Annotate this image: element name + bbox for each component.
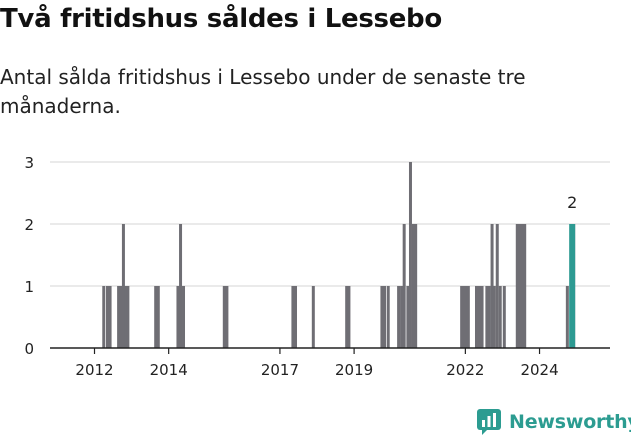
bar [102, 286, 106, 348]
bar [414, 224, 418, 348]
bar [397, 286, 401, 348]
bar [485, 286, 489, 348]
bar [490, 224, 494, 348]
bar [179, 224, 183, 348]
bar [386, 286, 390, 348]
axes: 0 1 2 3 2 2012 2014 2017 2019 2022 2024 [24, 154, 610, 379]
bar [400, 286, 404, 348]
bar [523, 224, 527, 348]
bar [119, 286, 123, 348]
bar [222, 286, 226, 348]
bar [121, 224, 125, 348]
bar [345, 286, 349, 348]
bar [124, 286, 128, 348]
bar [117, 286, 121, 348]
chart-subtitle: Antal sålda fritidshus i Lessebo under d… [0, 65, 526, 118]
bar [466, 286, 470, 348]
bar [464, 286, 468, 348]
bar [126, 286, 130, 348]
bar [502, 286, 506, 348]
bar [105, 286, 109, 348]
bar [108, 286, 112, 348]
bar [182, 286, 186, 348]
highlight-bar [569, 224, 576, 348]
bar [480, 286, 484, 348]
highlight-value-label: 2 [567, 193, 577, 212]
bar-chart: 0 1 2 3 2 2012 2014 2017 2019 2022 2024 [24, 154, 610, 379]
bar [498, 286, 502, 348]
y-tick-label: 0 [24, 340, 34, 358]
bar [565, 286, 569, 348]
bar [515, 224, 519, 348]
chart-title: Två fritidshus såldes i Lessebo [0, 4, 442, 34]
bar [156, 286, 160, 348]
newsworthy-logo: Newsworthy [476, 408, 631, 436]
bar [347, 286, 351, 348]
x-tick-label: 2024 [520, 361, 558, 379]
bar [487, 286, 491, 348]
y-tick-label: 1 [24, 278, 34, 296]
bar-series [102, 162, 576, 348]
bar [495, 224, 499, 348]
x-tick-label: 2022 [446, 361, 484, 379]
bar [383, 286, 387, 348]
x-tick-label: 2012 [75, 361, 113, 379]
bar [460, 286, 464, 348]
bar [520, 224, 524, 348]
bar [518, 224, 522, 348]
x-tick-label: 2014 [150, 361, 188, 379]
y-tick-label: 3 [24, 154, 34, 172]
bar [291, 286, 295, 348]
newsworthy-chat-chart-icon [477, 409, 501, 435]
bar [380, 286, 384, 348]
brand-name: Newsworthy [509, 411, 631, 433]
y-tick-label: 2 [24, 216, 34, 234]
bar [225, 286, 229, 348]
bar [462, 286, 466, 348]
bar [492, 286, 496, 348]
bar [411, 224, 415, 348]
bar [477, 286, 481, 348]
bar [406, 286, 410, 348]
bar [408, 162, 412, 348]
bar [474, 286, 478, 348]
bar [294, 286, 298, 348]
bar [154, 286, 158, 348]
bar [402, 224, 406, 348]
bar [311, 286, 315, 348]
x-tick-label: 2017 [261, 361, 299, 379]
bar [176, 286, 180, 348]
x-tick-label: 2019 [335, 361, 373, 379]
